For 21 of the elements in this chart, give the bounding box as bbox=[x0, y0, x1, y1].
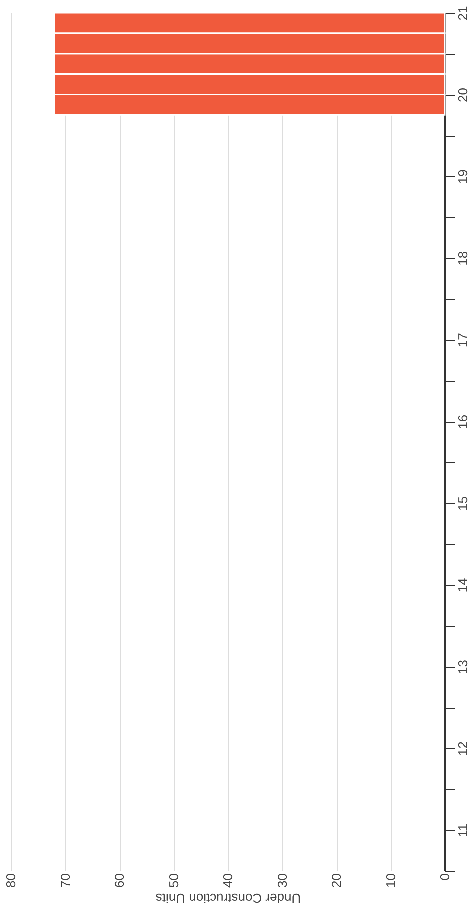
y-tick-label: 14 bbox=[456, 578, 470, 593]
y-tick-label: 11 bbox=[456, 824, 470, 838]
y-tick-label: 13 bbox=[456, 660, 470, 674]
y-tick-label: 16 bbox=[456, 414, 470, 430]
y-tick-label: 12 bbox=[456, 742, 470, 756]
y-tick-label: 15 bbox=[456, 496, 470, 512]
x-tick-label: 70 bbox=[58, 874, 73, 888]
y-tick-label: 17 bbox=[456, 333, 470, 348]
x-axis-title: Under Construction Units bbox=[155, 890, 302, 906]
y-tick-label: 20 bbox=[456, 88, 470, 102]
y-tick-label: 21 bbox=[456, 6, 470, 21]
y-tick-label: 18 bbox=[456, 251, 470, 266]
x-tick-label: 10 bbox=[383, 874, 398, 888]
x-tick-label: 20 bbox=[329, 874, 344, 888]
x-tick-label: 0 bbox=[438, 874, 452, 881]
x-tick-label: 30 bbox=[274, 874, 290, 888]
y-tick-label: 19 bbox=[456, 170, 470, 184]
x-tick-label: 50 bbox=[166, 874, 182, 888]
x-tick-label: 80 bbox=[4, 874, 18, 888]
x-tick-label: 40 bbox=[220, 874, 236, 888]
x-tick-label: 60 bbox=[112, 874, 127, 888]
